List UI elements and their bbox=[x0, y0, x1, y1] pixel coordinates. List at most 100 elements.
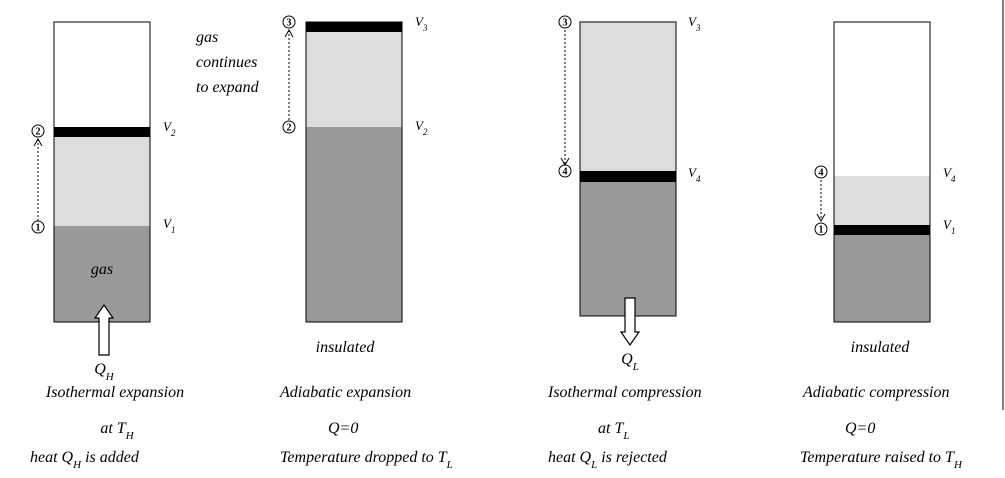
text-part: V bbox=[688, 165, 698, 180]
piston bbox=[580, 171, 676, 182]
state-marker bbox=[31, 220, 45, 234]
text-part: at T bbox=[100, 420, 126, 437]
state-number: 3 bbox=[563, 18, 568, 29]
cylinder-wall bbox=[305, 21, 403, 323]
text-part: V bbox=[163, 216, 173, 231]
subscript: H bbox=[125, 430, 135, 442]
arrow-head bbox=[284, 28, 294, 38]
note-line: continues bbox=[196, 54, 257, 71]
gas-dense bbox=[54, 226, 150, 322]
subscript: L bbox=[590, 459, 597, 471]
subscript: L bbox=[622, 430, 629, 442]
gas-dense bbox=[834, 235, 930, 322]
text-part: V bbox=[415, 118, 425, 133]
state-marker bbox=[282, 15, 296, 29]
subscript: H bbox=[953, 459, 963, 471]
arrow-head bbox=[816, 213, 826, 223]
caption-line: Adiabatic compression bbox=[802, 384, 950, 401]
caption-line: at TH bbox=[100, 420, 134, 442]
volume-label: V1 bbox=[163, 216, 175, 235]
text-part: Temperature raised to T bbox=[800, 449, 955, 466]
state-marker bbox=[814, 165, 828, 179]
text-part: Q=0 bbox=[328, 420, 358, 437]
gas-expanded bbox=[580, 22, 676, 182]
text-part: Adiabatic expansion bbox=[279, 384, 411, 401]
subscript: 2 bbox=[423, 127, 428, 137]
state-marker bbox=[31, 124, 45, 138]
note-line: to expand bbox=[196, 79, 260, 96]
subscript: 1 bbox=[951, 226, 956, 236]
arrow-head bbox=[33, 137, 43, 147]
caption-line: heat QL is rejected bbox=[548, 449, 668, 471]
caption-line: Isothermal compression bbox=[547, 384, 702, 401]
volume-label: V2 bbox=[163, 119, 176, 138]
state-number: 1 bbox=[36, 223, 41, 234]
volume-label: V3 bbox=[415, 14, 428, 33]
gas-dense bbox=[580, 182, 676, 316]
gas-expanded bbox=[54, 137, 150, 226]
heat-arrow bbox=[619, 297, 641, 347]
gas-expanded bbox=[306, 32, 402, 127]
text-part: V bbox=[163, 119, 173, 134]
text-part: V bbox=[688, 14, 698, 29]
text-part: V bbox=[943, 165, 953, 180]
state-number: 4 bbox=[563, 167, 568, 178]
state-number: 2 bbox=[287, 123, 292, 134]
piston bbox=[54, 127, 150, 137]
volume-label: V3 bbox=[688, 14, 701, 33]
gas-label: gas bbox=[91, 261, 113, 278]
caption-line: at TL bbox=[598, 420, 629, 442]
subscript: H bbox=[72, 459, 82, 471]
caption-line: Q=0 bbox=[845, 420, 875, 437]
text-part: is rejected bbox=[597, 449, 668, 466]
caption-line: heat QH is added bbox=[30, 449, 140, 471]
text-part: V bbox=[415, 14, 425, 29]
gas-dense bbox=[306, 127, 402, 322]
heat-arrow bbox=[93, 303, 115, 356]
piston bbox=[834, 225, 930, 235]
caption-line: Adiabatic expansion bbox=[279, 384, 411, 401]
note-line: gas bbox=[196, 29, 218, 46]
heat-label: QH bbox=[94, 361, 115, 383]
state-number: 4 bbox=[819, 168, 824, 179]
volume-label: V4 bbox=[943, 165, 956, 184]
insulation-label: insulated bbox=[851, 339, 911, 356]
state-marker bbox=[282, 120, 296, 134]
volume-label: V4 bbox=[688, 165, 701, 184]
text-part: Q bbox=[621, 351, 633, 368]
volume-label: V1 bbox=[943, 217, 955, 236]
piston bbox=[306, 22, 402, 32]
text-part: Temperature dropped to T bbox=[280, 449, 448, 466]
text-part: Isothermal compression bbox=[547, 384, 702, 401]
text-part: Q=0 bbox=[845, 420, 875, 437]
heat-label: QL bbox=[621, 351, 639, 373]
text-part: heat Q bbox=[548, 449, 592, 466]
text-part: at T bbox=[598, 420, 624, 437]
subscript: 3 bbox=[695, 23, 701, 33]
text-part: heat Q bbox=[30, 449, 74, 466]
text-part: Adiabatic compression bbox=[802, 384, 950, 401]
cylinder-wall bbox=[833, 21, 931, 323]
state-marker bbox=[558, 164, 572, 178]
subscript: 2 bbox=[171, 128, 176, 138]
caption-line: Temperature raised to TH bbox=[800, 449, 963, 471]
subscript: 3 bbox=[422, 23, 428, 33]
text-part: V bbox=[943, 217, 953, 232]
text-part: Isothermal expansion bbox=[45, 384, 184, 401]
subscript: 4 bbox=[696, 174, 701, 184]
subscript: 4 bbox=[951, 174, 956, 184]
subscript: L bbox=[632, 361, 639, 373]
volume-label: V2 bbox=[415, 118, 428, 137]
state-number: 3 bbox=[287, 18, 292, 29]
state-number: 2 bbox=[36, 127, 41, 138]
text-part: Q bbox=[94, 361, 106, 378]
caption-line: Temperature dropped to TL bbox=[280, 449, 453, 471]
state-marker bbox=[814, 222, 828, 236]
subscript: 1 bbox=[171, 225, 176, 235]
insulation-label: insulated bbox=[316, 339, 376, 356]
subscript: H bbox=[105, 371, 115, 383]
state-number: 1 bbox=[819, 225, 824, 236]
text-part: is added bbox=[81, 449, 140, 466]
state-marker bbox=[558, 15, 572, 29]
